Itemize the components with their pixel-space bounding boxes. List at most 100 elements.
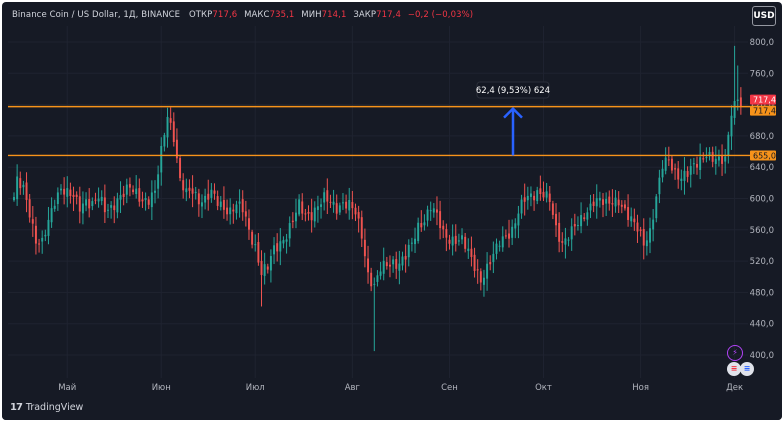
- candle-body: [423, 222, 426, 226]
- candle-body: [627, 207, 630, 220]
- candle-body: [28, 199, 31, 218]
- candle-body: [385, 262, 388, 267]
- price-tags: 717,4 717,4 655,0: [750, 94, 776, 161]
- candle-body: [739, 97, 742, 107]
- measure-label-box: [476, 81, 550, 99]
- candle-body: [642, 228, 645, 246]
- time-axis[interactable]: Май Июн Июл Авг Сен Окт Ноя Дек: [58, 383, 743, 393]
- price-tick-label: 680,0: [750, 132, 774, 142]
- candle-body: [257, 242, 260, 263]
- symbol-legend: Binance Coin / US Dollar, 1Д, BINANCE ОТ…: [12, 10, 477, 20]
- flag-icon-secondary[interactable]: ≡: [740, 362, 754, 376]
- candle-body: [135, 188, 138, 194]
- candle-body: [185, 188, 188, 193]
- candle-body: [332, 201, 335, 205]
- candle-body: [564, 238, 567, 245]
- tradingview-logo-icon: 17: [10, 402, 23, 413]
- candle-body: [454, 235, 457, 244]
- candle-body: [639, 229, 642, 231]
- candle-body: [705, 157, 708, 159]
- candle-body: [163, 135, 166, 147]
- candle-body: [81, 203, 84, 214]
- candle-body: [191, 188, 194, 194]
- candle-body: [683, 170, 686, 181]
- candle-body: [85, 199, 88, 206]
- candle-body: [373, 283, 376, 285]
- candle-body: [34, 225, 37, 244]
- candle-body: [307, 211, 310, 214]
- open-label: ОТКР: [188, 10, 213, 20]
- candle-body: [376, 275, 379, 282]
- candle-body: [147, 199, 150, 205]
- level-high-tag: 717,4: [753, 107, 776, 116]
- time-tick-label: Ноя: [632, 383, 649, 393]
- candle-body: [689, 166, 692, 175]
- candle-body: [172, 121, 175, 143]
- candle-body: [410, 242, 413, 244]
- candle-body: [733, 100, 736, 118]
- candle-body: [279, 241, 282, 252]
- candle-body: [50, 208, 53, 223]
- candle-body: [216, 196, 219, 206]
- candle-body: [100, 196, 103, 201]
- candle-body: [382, 260, 385, 274]
- candle-body: [567, 239, 570, 241]
- candle-body: [323, 192, 326, 203]
- horizontal-levels[interactable]: [8, 105, 750, 157]
- candle-body: [605, 198, 608, 204]
- candle-body: [699, 157, 702, 170]
- price-tick-label: 800,0: [750, 38, 774, 48]
- candle-body: [573, 224, 576, 227]
- candle-body: [260, 260, 263, 275]
- candle-body: [160, 145, 163, 173]
- candle-body: [652, 219, 655, 230]
- candle-body: [47, 219, 50, 236]
- currency-button[interactable]: USD: [752, 6, 776, 26]
- candle-body: [467, 248, 470, 252]
- candle-body: [548, 193, 551, 202]
- candle-body: [363, 239, 366, 257]
- candle-body: [617, 199, 620, 206]
- tradingview-logo[interactable]: 17 TradingView: [10, 402, 83, 413]
- candle-body: [414, 238, 417, 245]
- candle-body: [555, 213, 557, 226]
- candle-body: [702, 158, 705, 160]
- candle-body: [301, 201, 304, 214]
- candle-body: [22, 184, 25, 188]
- candle-body: [122, 193, 125, 197]
- candle-body: [273, 245, 276, 255]
- candle-body: [457, 240, 460, 242]
- candle-body: [310, 212, 313, 221]
- candle-body: [207, 193, 210, 200]
- level-low-tag-bg: [750, 150, 776, 161]
- candle-body: [107, 209, 109, 211]
- candle-body: [44, 234, 47, 237]
- change-value: −0,2 (−0,03%): [407, 10, 474, 20]
- time-tick-label: Июн: [152, 383, 171, 393]
- candle-body: [219, 201, 222, 207]
- candle-body: [313, 207, 316, 222]
- candle-body: [188, 187, 191, 191]
- flag-icon[interactable]: ≡: [727, 362, 741, 376]
- candle-body: [736, 99, 739, 101]
- candle-body: [345, 201, 348, 209]
- candle-body: [91, 201, 94, 207]
- candle-body: [536, 190, 539, 202]
- candle-body: [511, 226, 514, 238]
- candle-body: [88, 199, 91, 209]
- candle-body: [13, 197, 15, 201]
- candle-body: [69, 189, 72, 196]
- candle-body: [435, 209, 438, 213]
- candle-body: [724, 156, 727, 162]
- level-high-tag-bg: [750, 105, 776, 116]
- price-axis[interactable]: 800,0 760,0 720,0 680,0 640,0 600,0 560,0 520,0…: [750, 38, 774, 361]
- lightning-icon[interactable]: ⚡: [727, 345, 743, 361]
- candle-body: [551, 203, 554, 215]
- candle-body: [717, 156, 720, 161]
- candle-body: [154, 190, 156, 193]
- candle-body: [401, 256, 404, 266]
- candle-body: [72, 194, 75, 198]
- candle-body: [232, 209, 235, 212]
- measure-tool[interactable]: 62,4 (9,53%) 624: [476, 81, 550, 156]
